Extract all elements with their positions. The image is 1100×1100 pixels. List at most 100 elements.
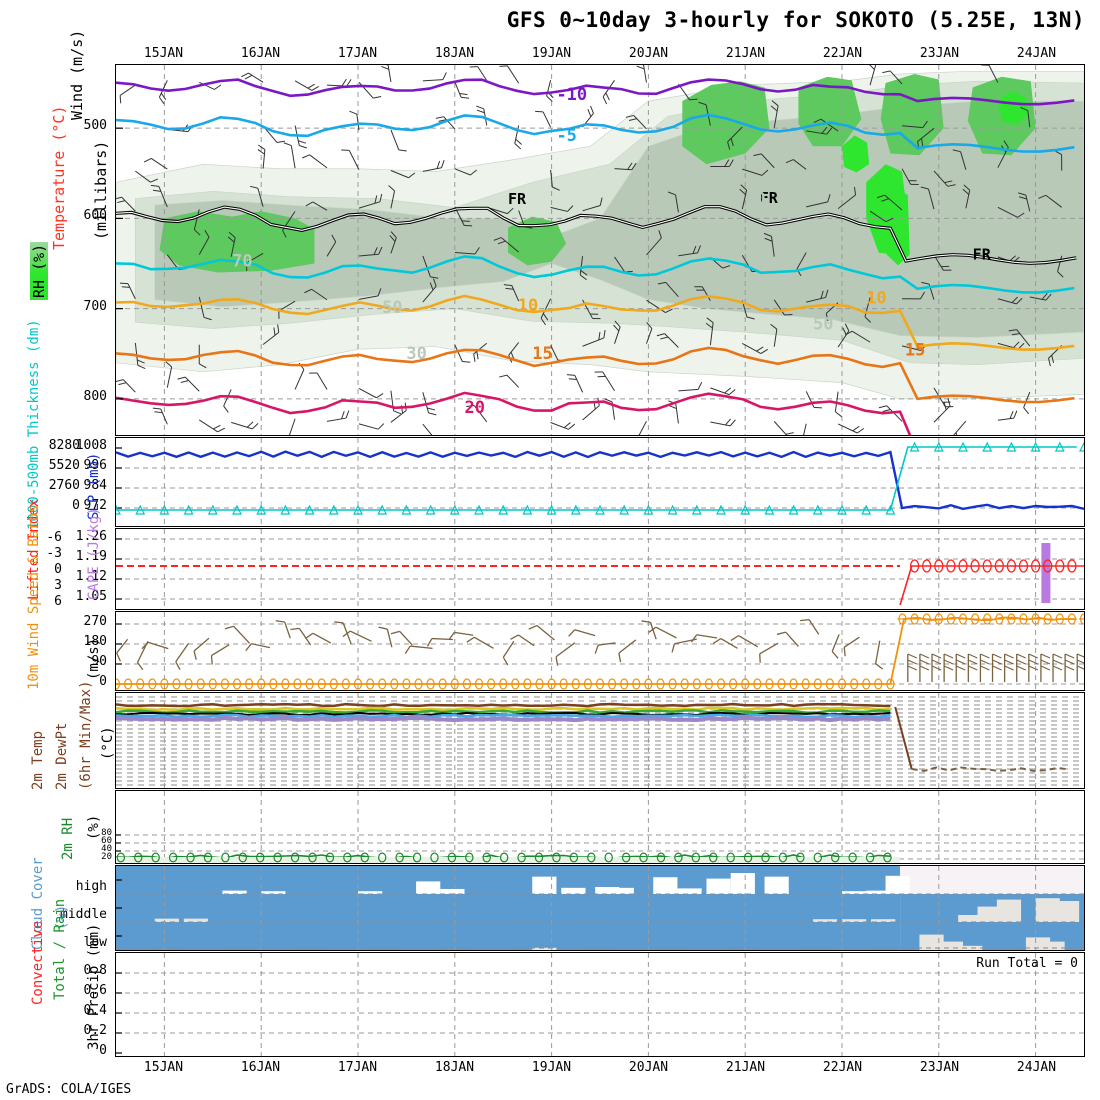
- upper-air-ytick: 500: [83, 118, 107, 134]
- wind-ytick: 270: [83, 614, 107, 629]
- date-tick-18jan: 18JAN: [434, 1060, 475, 1075]
- temp2m-axis-title: 2m Temp: [30, 730, 46, 790]
- li-ytick: -3: [46, 546, 62, 561]
- date-tick-15jan: 15JAN: [143, 1060, 184, 1075]
- precip-ytick: 0.8: [83, 963, 107, 978]
- contour-label: -5: [556, 126, 576, 146]
- contour-label: 30: [745, 189, 765, 209]
- contour-label: 10: [518, 296, 538, 316]
- thickness-ytick: 8280: [48, 438, 80, 453]
- contour-label: 15: [532, 344, 552, 364]
- cloud-unit: (%): [54, 904, 70, 930]
- minmax-axis-title: (6hr Min/Max): [78, 680, 94, 790]
- thickness-ytick: 2760: [48, 478, 80, 493]
- date-tick-21jan: 21JAN: [725, 46, 766, 61]
- wind-ytick: 180: [83, 634, 107, 649]
- date-tick-21jan: 21JAN: [725, 1060, 766, 1075]
- date-tick-24jan: 24JAN: [1016, 46, 1057, 61]
- top-date-axis: 15JAN 16JAN 17JAN 18JAN 19JAN 20JAN 21JAN 22JAN…: [115, 46, 1085, 62]
- wind-ytick: 0: [99, 674, 107, 689]
- date-tick-20jan: 20JAN: [628, 46, 669, 61]
- cape-ytick: 1.26: [75, 529, 107, 544]
- slp-thickness-panel: [115, 437, 1085, 527]
- upper-air-ytick: 700: [83, 298, 107, 314]
- precip-panel: Run Total = 0: [115, 952, 1085, 1057]
- precip-ytick: 0.6: [83, 983, 107, 998]
- rh2m-unit: (%): [86, 814, 102, 840]
- slp-ytick: 972: [83, 498, 107, 513]
- slp-ytick: 984: [83, 478, 107, 493]
- li-ytick: -6: [46, 530, 62, 545]
- cloud-row-low: low: [83, 935, 107, 950]
- contour-label: 15: [905, 340, 925, 360]
- precip-ytick: 0: [99, 1043, 107, 1058]
- contour-label: 20: [464, 398, 484, 418]
- contour-label: 50: [813, 315, 833, 335]
- cape-ytick: 1.12: [75, 569, 107, 584]
- date-tick-16jan: 16JAN: [240, 46, 281, 61]
- upper-air-axis-title: (millibars): [92, 140, 110, 240]
- date-tick-22jan: 22JAN: [822, 1060, 863, 1075]
- date-tick-22jan: 22JAN: [822, 46, 863, 61]
- wind-legend: Wind (m/s): [68, 29, 86, 120]
- page-title: GFS 0~10day 3-hourly for SOKOTO (5.25E, …: [506, 8, 1085, 32]
- temp-dewpt-2m-panel: [115, 692, 1085, 789]
- cloud-row-high: high: [75, 879, 107, 894]
- lifted-index-axis-title: Lifted Index: [26, 498, 42, 600]
- li-ytick: 6: [54, 594, 62, 609]
- precip-convective-legend: Convective: [30, 920, 46, 1005]
- slp-ytick: 996: [83, 458, 107, 473]
- grads-credit: GrADS: COLA/IGES: [6, 1082, 132, 1097]
- date-tick-23jan: 23JAN: [919, 1060, 960, 1075]
- li-ytick: 3: [54, 578, 62, 593]
- slp-axis-title: SLP (mb): [86, 452, 102, 520]
- contour-label: 50: [382, 298, 402, 318]
- precip-axis-title: 3hr Precip (mm): [86, 923, 102, 1050]
- rh-legend: RH (%): [30, 241, 48, 300]
- date-tick-23jan: 23JAN: [919, 46, 960, 61]
- rh-2m-panel: [115, 790, 1085, 864]
- date-tick-17jan: 17JAN: [337, 46, 378, 61]
- cape-axis-title: CAPE (J/kg): [86, 507, 102, 600]
- date-tick-19jan: 19JAN: [531, 1060, 572, 1075]
- cloud-axis-title: Cloud Cover: [30, 857, 46, 950]
- contour-label: -10: [556, 85, 587, 105]
- rh-ytick-80: 80: [101, 828, 112, 838]
- upper-air-panel: -10 -5 FR FR FR 10 10 15 15 20 70 50 30 30 50: [115, 64, 1085, 436]
- date-tick-17jan: 17JAN: [337, 1060, 378, 1075]
- wind-ytick: 90: [91, 654, 107, 669]
- date-tick-24jan: 24JAN: [1016, 1060, 1057, 1075]
- rh-ytick-60: 60: [101, 836, 112, 846]
- temperature-legend: Temperature (°C): [50, 105, 68, 251]
- cloud-cover-panel: [115, 865, 1085, 951]
- cape-ytick: 1.05: [75, 589, 107, 604]
- rh-ytick-20: 20: [101, 852, 112, 862]
- contour-label: FR: [508, 190, 527, 208]
- run-total-label: Run Total = 0: [976, 956, 1078, 971]
- cape-lifted-index-panel: [115, 528, 1085, 610]
- thickness-ytick: 0: [72, 498, 80, 513]
- rh-ytick-40: 40: [101, 844, 112, 854]
- date-tick-15jan: 15JAN: [143, 46, 184, 61]
- precip-total-legend: Total / Rain: [52, 898, 68, 1000]
- li-ytick: 0: [54, 562, 62, 577]
- date-tick-20jan: 20JAN: [628, 1060, 669, 1075]
- wind10m-axis-title: 10m Wind Speed & Barbs: [26, 504, 42, 690]
- rh2m-axis-title: 2m RH: [60, 817, 76, 860]
- date-tick-18jan: 18JAN: [434, 46, 475, 61]
- date-tick-19jan: 19JAN: [531, 46, 572, 61]
- precip-ytick: 0.4: [83, 1003, 107, 1018]
- cape-ytick: 1.19: [75, 549, 107, 564]
- bottom-date-axis: 15JAN 16JAN 17JAN 18JAN 19JAN 20JAN 21JAN 22JAN…: [115, 1060, 1085, 1078]
- upper-air-ytick: 600: [83, 208, 107, 224]
- wind10m-unit: (m/s): [86, 637, 102, 680]
- contour-label: FR: [760, 189, 779, 207]
- dewpt2m-axis-title: 2m DewPt: [54, 722, 70, 790]
- contour-label: 30: [406, 344, 426, 364]
- upper-air-ytick: 800: [83, 388, 107, 404]
- contour-label: FR: [973, 245, 992, 263]
- slp-ytick: 1008: [75, 438, 107, 453]
- wind-10m-panel: [115, 611, 1085, 691]
- contour-label: 70: [232, 252, 252, 272]
- thickness-ytick: 5520: [48, 458, 80, 473]
